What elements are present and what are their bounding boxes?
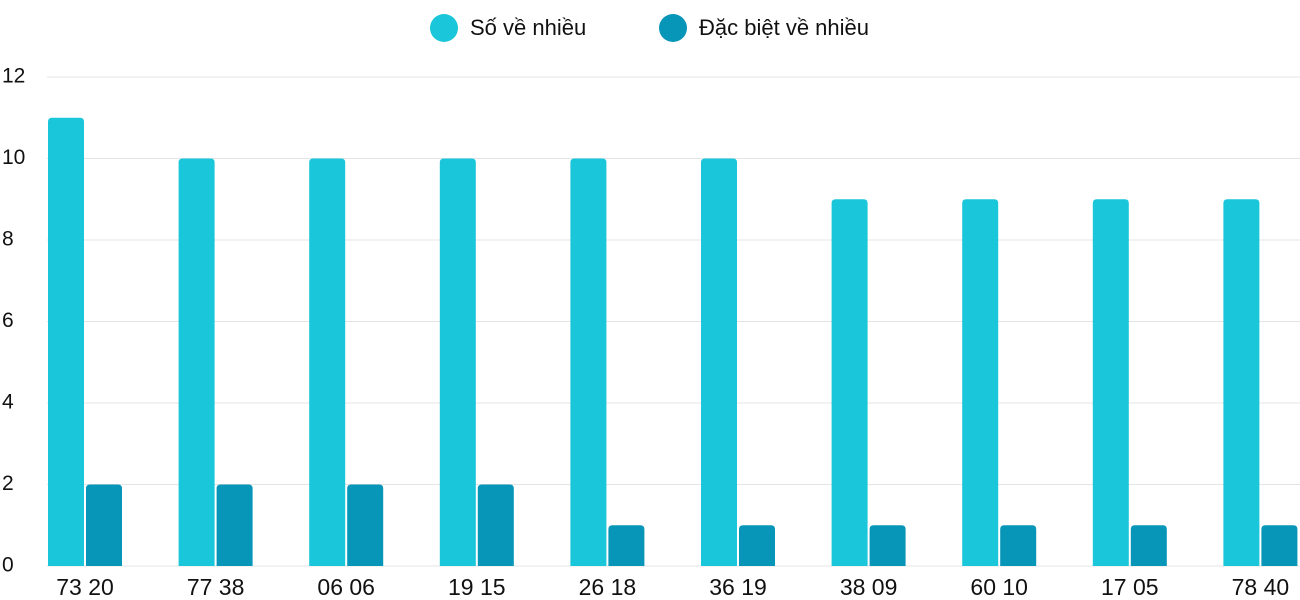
bar	[309, 158, 346, 566]
bar	[347, 484, 384, 566]
bar	[570, 158, 607, 566]
legend-swatch	[659, 14, 687, 42]
x-tick-label: 77 38	[187, 574, 245, 600]
y-tick-label: 4	[2, 391, 14, 414]
x-tick-label: 38 09	[840, 574, 898, 600]
x-tick-label: 19 15	[448, 574, 506, 600]
bar	[869, 525, 906, 566]
y-tick-label: 0	[2, 554, 14, 577]
x-tick-label: 17 05	[1101, 574, 1159, 600]
bar	[701, 158, 737, 566]
bar	[1092, 199, 1129, 566]
x-tick-label: 73 20	[56, 574, 114, 600]
legend-label: Đặc biệt về nhiều	[699, 15, 869, 40]
y-tick-label: 12	[2, 65, 25, 88]
bar	[477, 484, 514, 566]
x-tick-label: 06 06	[317, 574, 375, 600]
x-tick-label: 26 18	[579, 574, 637, 600]
bar	[178, 158, 215, 566]
bar	[48, 117, 84, 566]
bar	[608, 525, 645, 566]
bar	[962, 199, 999, 566]
y-tick-label: 6	[2, 309, 14, 332]
legend-label: Số về nhiều	[470, 15, 586, 40]
y-tick-label: 10	[2, 146, 25, 169]
bar	[1130, 525, 1167, 566]
bar	[86, 484, 122, 566]
x-tick-label: 36 19	[709, 574, 767, 600]
x-tick-label: 78 40	[1232, 574, 1290, 600]
bar	[1000, 525, 1037, 566]
y-tick-label: 2	[2, 472, 14, 495]
bar	[1261, 525, 1298, 566]
bar	[216, 484, 253, 566]
bar	[439, 158, 476, 566]
bar	[739, 525, 775, 566]
y-tick-label: 8	[2, 228, 14, 251]
bar	[1223, 199, 1260, 566]
x-tick-label: 60 10	[970, 574, 1028, 600]
bar	[831, 199, 868, 566]
legend-swatch	[430, 14, 458, 42]
